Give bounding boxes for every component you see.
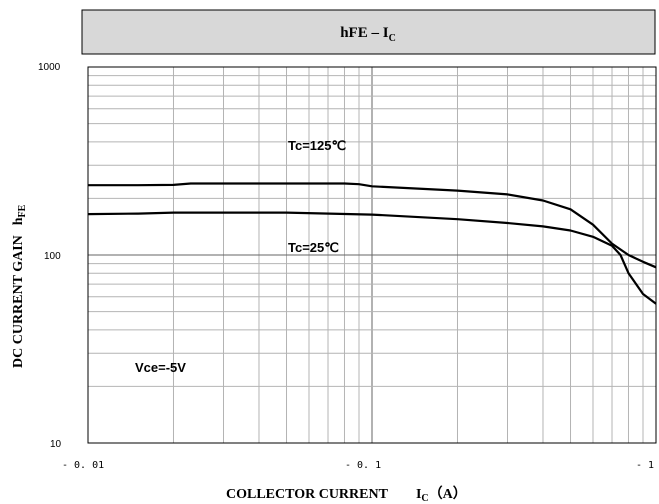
title-box (81, 9, 656, 55)
series-line-tc125 (88, 182, 657, 269)
x-tick-label: - 0. 1 (345, 460, 381, 471)
series-group (87, 182, 657, 305)
plot-frame (87, 66, 657, 444)
grid (87, 67, 656, 444)
annotation-tc125: Tc=125℃ (288, 138, 346, 153)
x-tick-label: - 0. 01 (62, 460, 104, 471)
y-tick-label: 10 (50, 439, 62, 450)
y-axis-label: DC CURRENT GAINhFE (11, 204, 28, 368)
y-tick-label: 100 (44, 251, 61, 262)
annotation-tc25: Tc=25℃ (288, 240, 339, 255)
chart-title: hFE – IC (340, 25, 396, 44)
x-axis-label: COLLECTOR CURRENT IC（A） (226, 486, 467, 504)
y-tick-label: 1000 (38, 62, 61, 73)
x-tick-label: - 1 (636, 460, 654, 471)
series-line-tc25 (87, 211, 657, 305)
annotation-vce: Vce=-5V (135, 360, 186, 375)
